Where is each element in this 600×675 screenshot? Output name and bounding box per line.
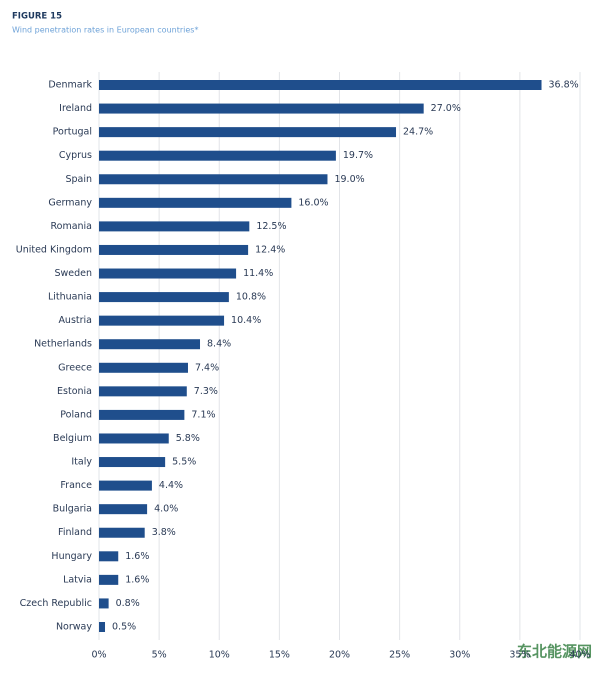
y-tick-label: Austria bbox=[58, 315, 92, 326]
y-tick-label: Norway bbox=[56, 622, 92, 633]
y-tick-label: Netherlands bbox=[34, 339, 92, 350]
bar bbox=[99, 315, 225, 326]
y-tick-label: Czech Republic bbox=[20, 598, 92, 609]
value-label: 7.3% bbox=[194, 386, 218, 397]
y-tick-label: Estonia bbox=[57, 386, 92, 397]
y-tick-label: Belgium bbox=[53, 433, 92, 444]
y-tick-label: Italy bbox=[71, 457, 92, 468]
bar bbox=[99, 103, 424, 114]
x-tick-label: 25% bbox=[389, 650, 410, 661]
value-label: 3.8% bbox=[152, 527, 176, 538]
bar bbox=[99, 292, 229, 303]
bar bbox=[99, 150, 336, 161]
y-tick-label: Portugal bbox=[53, 127, 92, 138]
bar bbox=[99, 127, 397, 138]
chart-title: Wind penetration rates in European count… bbox=[12, 26, 198, 35]
y-tick-label: Lithuania bbox=[48, 292, 92, 303]
value-label: 1.6% bbox=[125, 574, 149, 585]
bar bbox=[99, 386, 187, 397]
y-tick-label: Germany bbox=[48, 197, 92, 208]
value-label: 10.4% bbox=[231, 315, 261, 326]
watermark: 东北能源网 bbox=[517, 643, 592, 661]
y-tick-label: Sweden bbox=[54, 268, 92, 279]
value-label: 24.7% bbox=[403, 127, 433, 138]
y-tick-label: Cyprus bbox=[59, 150, 92, 161]
figure-label: FIGURE 15 bbox=[12, 12, 62, 22]
value-label: 0.8% bbox=[116, 598, 140, 609]
bar bbox=[99, 80, 542, 90]
bar bbox=[99, 221, 250, 232]
value-label: 5.5% bbox=[172, 457, 196, 468]
y-tick-label: France bbox=[60, 480, 92, 491]
x-tick-label: 40% bbox=[569, 650, 590, 661]
bar bbox=[99, 480, 152, 491]
x-tick-label: 20% bbox=[329, 650, 350, 661]
value-label: 4.4% bbox=[159, 480, 183, 491]
y-tick-label: Ireland bbox=[59, 103, 92, 114]
y-tick-label: Poland bbox=[60, 409, 92, 420]
bar bbox=[99, 433, 169, 444]
y-tick-label: Bulgaria bbox=[53, 504, 92, 515]
x-tick-label: 35% bbox=[509, 650, 530, 661]
bar bbox=[99, 527, 145, 538]
y-tick-label: Spain bbox=[65, 174, 92, 185]
y-tick-label: Finland bbox=[58, 527, 92, 538]
y-tick-label: Greece bbox=[58, 362, 92, 373]
value-label: 16.0% bbox=[298, 197, 328, 208]
bar bbox=[99, 504, 148, 515]
bar bbox=[99, 457, 166, 468]
bar bbox=[99, 622, 106, 632]
bar bbox=[99, 244, 249, 255]
value-label: 5.8% bbox=[176, 433, 200, 444]
y-tick-label: Denmark bbox=[48, 80, 92, 91]
value-label: 0.5% bbox=[112, 622, 136, 633]
bar bbox=[99, 551, 119, 562]
value-label: 12.5% bbox=[256, 221, 286, 232]
x-tick-label: 15% bbox=[269, 650, 290, 661]
bar bbox=[99, 598, 109, 609]
value-label: 4.0% bbox=[154, 504, 178, 515]
y-tick-label: Hungary bbox=[51, 551, 92, 562]
value-label: 11.4% bbox=[243, 268, 273, 279]
y-tick-label: United Kingdom bbox=[16, 244, 92, 255]
x-tick-label: 0% bbox=[91, 650, 106, 661]
value-label: 7.1% bbox=[191, 409, 215, 420]
x-tick-label: 30% bbox=[449, 650, 470, 661]
bar bbox=[99, 339, 201, 350]
value-label: 12.4% bbox=[255, 244, 285, 255]
bar bbox=[99, 409, 185, 420]
value-label: 27.0% bbox=[431, 103, 461, 114]
x-tick-label: 10% bbox=[209, 650, 230, 661]
value-label: 19.0% bbox=[334, 174, 364, 185]
value-label: 10.8% bbox=[236, 292, 266, 303]
x-tick-label: 5% bbox=[152, 650, 167, 661]
bar bbox=[99, 362, 188, 373]
y-tick-label: Latvia bbox=[63, 574, 92, 585]
bar bbox=[99, 197, 292, 208]
bar bbox=[99, 268, 237, 279]
value-label: 36.8% bbox=[549, 80, 579, 91]
y-tick-label: Romania bbox=[50, 221, 92, 232]
bar bbox=[99, 574, 119, 585]
value-label: 8.4% bbox=[207, 339, 231, 350]
value-label: 19.7% bbox=[343, 150, 373, 161]
value-label: 7.4% bbox=[195, 362, 219, 373]
value-label: 1.6% bbox=[125, 551, 149, 562]
bar bbox=[99, 174, 328, 185]
